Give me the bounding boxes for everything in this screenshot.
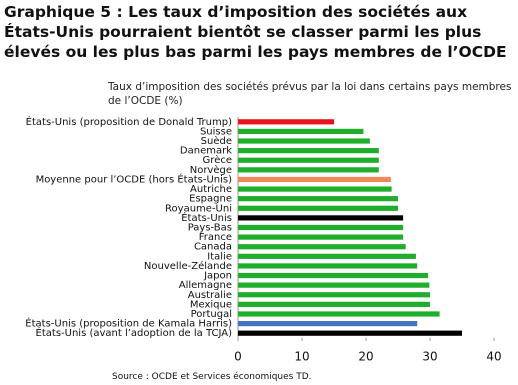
chart: 0 10 20 30 40 États-Unis (proposition de Dona… bbox=[25, 115, 501, 364]
y-tick-label: Suède bbox=[201, 135, 232, 147]
chart-title: Graphique 5 : Les taux d’imposition des … bbox=[4, 3, 507, 61]
chart-subtitle: Taux d’imposition des sociétés prévus pa… bbox=[108, 81, 512, 107]
y-tick-label: Australie bbox=[188, 290, 232, 301]
bar bbox=[238, 234, 404, 240]
y-tick-label: Autriche bbox=[190, 184, 232, 195]
bar bbox=[238, 215, 404, 221]
bar bbox=[238, 157, 379, 163]
y-tick-label: États-Unis (proposition de Kamala Harris… bbox=[25, 317, 232, 330]
bar bbox=[238, 128, 364, 135]
y-tick-label: Grèce bbox=[203, 154, 232, 166]
x-tick-label: 0 bbox=[234, 350, 242, 364]
bar bbox=[238, 186, 392, 192]
x-tick-label: 10 bbox=[294, 350, 309, 364]
y-tick-label: Danemark bbox=[180, 146, 232, 157]
x-tick-label: 40 bbox=[486, 350, 501, 364]
bar bbox=[238, 119, 334, 125]
y-tick-label: Espagne bbox=[189, 194, 232, 205]
bar bbox=[238, 272, 429, 279]
y-tick-label: Norvège bbox=[190, 164, 232, 176]
y-tick-label: Pays-Bas bbox=[188, 223, 232, 234]
bar bbox=[238, 148, 379, 154]
bar bbox=[238, 176, 391, 183]
y-tick-label: États-Unis (avant l’adoption de la TCJA) bbox=[36, 326, 233, 339]
x-tick-label: 20 bbox=[358, 350, 373, 364]
y-tick-label: Royaume-Uni bbox=[165, 203, 232, 214]
y-tick-label: Allemagne bbox=[179, 280, 232, 291]
y-tick-label: Italie bbox=[207, 251, 232, 262]
bar bbox=[238, 167, 379, 173]
y-tick-label: États-Unis (proposition de Donald Trump) bbox=[26, 115, 232, 128]
y-tick-label: Moyenne pour l’OCDE (hors États-Unis) bbox=[36, 172, 233, 185]
x-tick-label: 30 bbox=[422, 350, 437, 364]
y-tick-label: Japon bbox=[203, 271, 232, 282]
bar bbox=[238, 320, 418, 327]
bar bbox=[238, 301, 430, 307]
bar bbox=[238, 196, 398, 202]
bar bbox=[238, 253, 416, 259]
bar bbox=[238, 244, 406, 250]
bar bbox=[238, 138, 370, 144]
bar bbox=[238, 311, 440, 317]
y-tick-label: Portugal bbox=[191, 309, 232, 320]
y-tick-label: Mexique bbox=[190, 299, 232, 310]
y-tick-label: États-Unis bbox=[181, 211, 232, 224]
y-tick-label: Nouvelle-Zélande bbox=[144, 260, 232, 272]
bar bbox=[238, 282, 430, 288]
bar bbox=[238, 330, 462, 336]
bar bbox=[238, 224, 404, 231]
source-note: Source : OCDE et Services économiques TD… bbox=[112, 372, 312, 382]
y-tick-label: Suisse bbox=[200, 126, 232, 137]
bar bbox=[238, 205, 398, 211]
y-tick-label: Canada bbox=[194, 242, 232, 253]
bar bbox=[238, 263, 418, 269]
y-tick-label: France bbox=[199, 232, 232, 243]
bar bbox=[238, 292, 430, 298]
